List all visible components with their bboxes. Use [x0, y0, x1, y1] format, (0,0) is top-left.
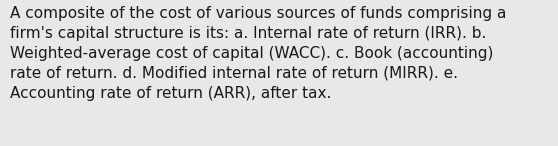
Text: A composite of the cost of various sources of funds comprising a
firm's capital : A composite of the cost of various sourc…: [10, 6, 507, 101]
